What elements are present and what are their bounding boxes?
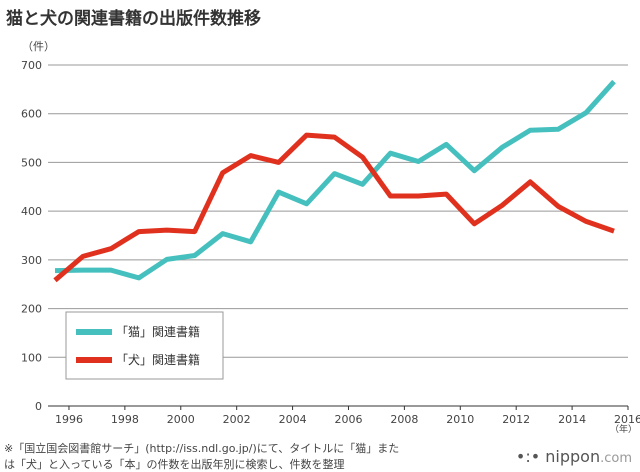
x-tick-2000: 2000: [167, 413, 195, 426]
y-tick-0: 0: [35, 400, 42, 413]
y-tick-600: 600: [21, 108, 42, 121]
x-tick-2008: 2008: [390, 413, 418, 426]
legend: 「猫」関連書籍「犬」関連書籍: [65, 311, 224, 380]
y-tick-500: 500: [21, 156, 42, 169]
y-tick-200: 200: [21, 303, 42, 316]
x-tick-2014: 2014: [558, 413, 586, 426]
x-tick-labels: 1996 1998 2000 2002 2004 2006 2008 2010 2012 2014…: [55, 413, 640, 426]
series-lines: [53, 79, 616, 283]
x-tick-2002: 2002: [223, 413, 251, 426]
y-tick-400: 400: [21, 205, 42, 218]
chart-title: 猫と犬の関連書籍の出版件数推移: [6, 9, 261, 29]
x-tick-2004: 2004: [279, 413, 307, 426]
legend-box: [65, 311, 224, 380]
x-tick-1996: 1996: [55, 413, 83, 426]
series-line-cat: [54, 79, 616, 281]
y-tick-700: 700: [21, 59, 42, 72]
x-axis-label: （年）: [610, 423, 637, 435]
grid-lines: [48, 64, 629, 410]
y-tick-labels: 0 100 200 300 400 500 600 700: [21, 59, 42, 413]
footnote-line-2: は「犬」と入っている「本」の件数を出版年別に検索し、件数を整理: [4, 458, 345, 471]
y-axis-label: （件）: [22, 40, 55, 53]
brand-dots: •:•: [515, 447, 541, 466]
x-tick-2006: 2006: [334, 413, 362, 426]
x-tick-2016: 2016: [614, 413, 640, 426]
brand-logo: •:• nippon.com: [516, 447, 632, 466]
footnote-line-1: ※「国立国会図書館サーチ」(http://iss.ndl.go.jp/)にて、タ…: [4, 442, 400, 455]
y-tick-100: 100: [21, 351, 42, 364]
brand-suffix: .com: [600, 451, 632, 466]
y-tick-300: 300: [21, 254, 42, 267]
x-tick-1998: 1998: [111, 413, 139, 426]
series-line-dog: [53, 132, 615, 283]
legend-label-cat: 「猫」関連書籍: [116, 324, 200, 339]
x-tick-2012: 2012: [502, 413, 530, 426]
legend-label-dog: 「犬」関連書籍: [116, 352, 200, 367]
x-tick-2010: 2010: [446, 413, 474, 426]
brand-name: nippon: [545, 447, 601, 466]
